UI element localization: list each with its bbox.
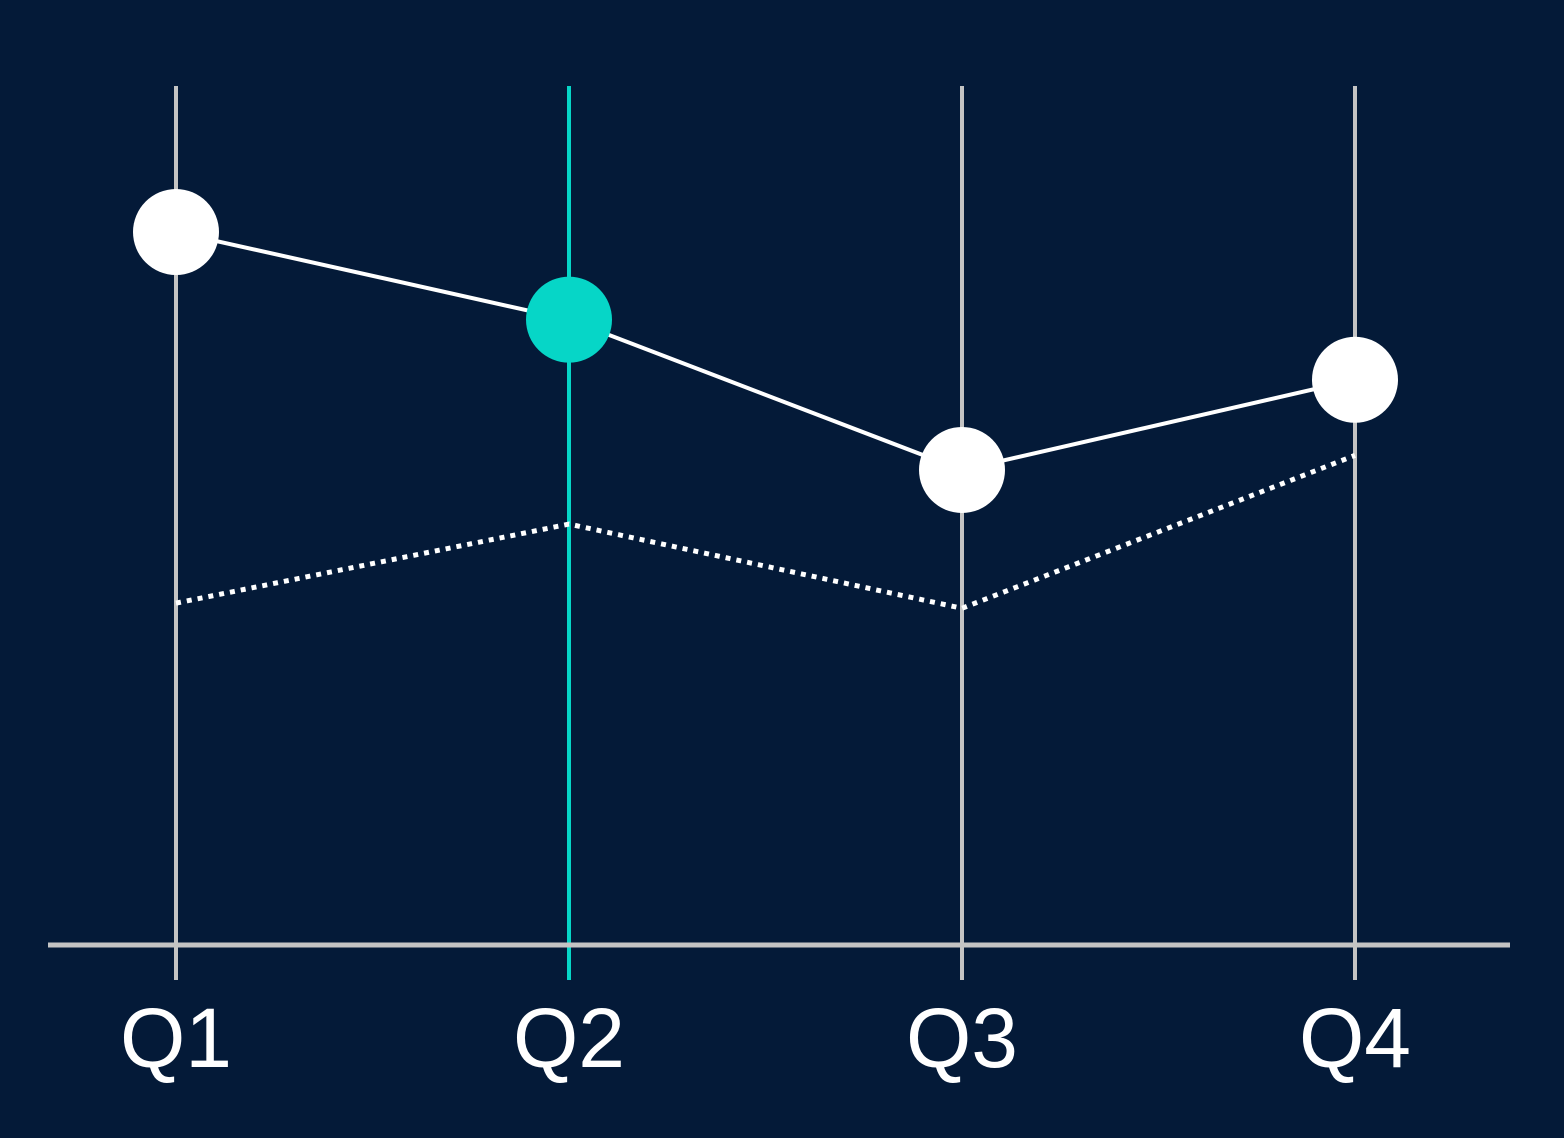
series-line bbox=[175, 453, 1356, 611]
point bbox=[526, 276, 612, 363]
x-tick-label: Q2 bbox=[513, 991, 625, 1085]
point bbox=[133, 189, 219, 276]
point bbox=[1312, 336, 1398, 423]
x-tick-label: Q1 bbox=[120, 991, 232, 1085]
series-line bbox=[175, 230, 1356, 473]
x-tick-label: Q3 bbox=[906, 991, 1018, 1085]
x-tick-label: Q4 bbox=[1299, 991, 1411, 1085]
point bbox=[919, 426, 1005, 513]
